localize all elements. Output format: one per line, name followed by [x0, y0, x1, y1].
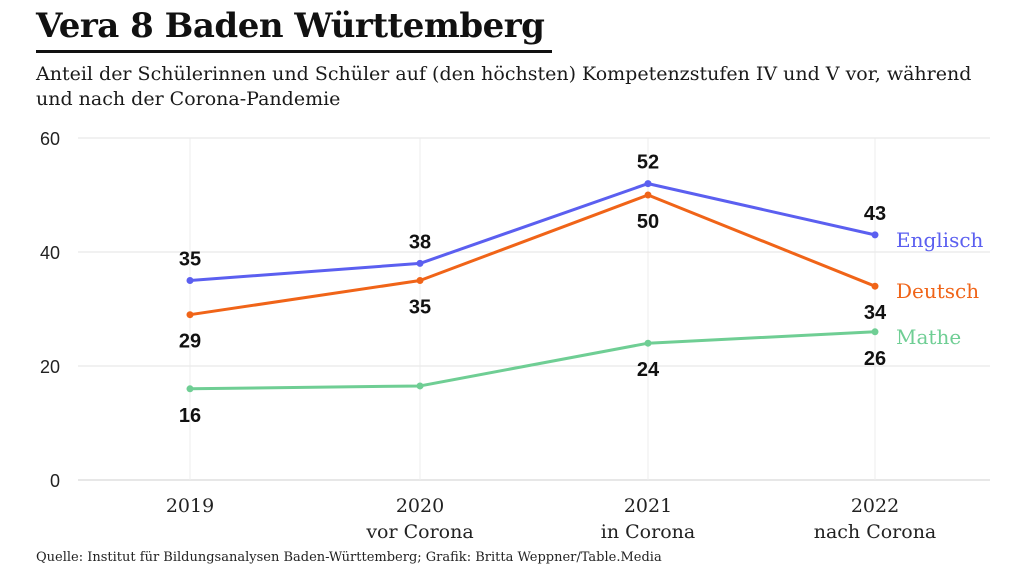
- source-note: Quelle: Institut für Bildungsanalysen Ba…: [36, 550, 662, 565]
- data-point: [186, 311, 194, 319]
- x-tick-label: 2019: [166, 495, 214, 517]
- data-point: [871, 282, 879, 290]
- data-point: [644, 180, 652, 188]
- data-point: [416, 259, 424, 267]
- series-line-mathe: [189, 330, 876, 391]
- data-point: [416, 382, 424, 390]
- legend-label-mathe: Mathe: [896, 325, 961, 349]
- data-label: 16: [179, 405, 201, 427]
- data-point: [871, 328, 879, 336]
- series-line-deutsch: [189, 193, 876, 317]
- data-label: 34: [864, 302, 887, 324]
- data-point: [416, 277, 424, 284]
- x-tick-label: nach Corona: [814, 521, 937, 543]
- data-point: [644, 339, 652, 347]
- chart-title: Vera 8 Baden Württemberg: [36, 6, 545, 46]
- x-tick-label: vor Corona: [365, 521, 473, 543]
- x-tick-label: 2022: [851, 495, 899, 517]
- data-label: 35: [409, 297, 431, 319]
- data-label: 35: [179, 249, 201, 271]
- y-tick-label: 20: [40, 357, 60, 377]
- data-point: [186, 277, 194, 284]
- data-label: 29: [179, 331, 201, 353]
- y-tick-label: 60: [40, 129, 60, 149]
- data-label: 38: [409, 231, 431, 253]
- y-tick-label: 0: [50, 471, 60, 491]
- legend-label-englisch: Englisch: [896, 228, 984, 252]
- legend-label-deutsch: Deutsch: [896, 279, 979, 303]
- data-point: [644, 191, 652, 199]
- x-tick-label: 2021: [624, 495, 672, 517]
- data-label: 43: [864, 203, 886, 225]
- data-label: 24: [637, 359, 660, 381]
- title-underline: [36, 50, 552, 53]
- data-label: 26: [864, 348, 886, 370]
- data-label: 52: [637, 152, 659, 174]
- x-tick-label: 2020: [396, 495, 444, 517]
- series-line-englisch: [189, 182, 876, 282]
- data-point: [871, 231, 879, 239]
- data-label: 50: [637, 211, 659, 233]
- x-tick-label: in Corona: [601, 521, 695, 543]
- chart-subtitle: Anteil der Schülerinnen und Schüler auf …: [36, 63, 972, 110]
- data-point: [186, 385, 194, 393]
- y-tick-label: 40: [40, 243, 60, 263]
